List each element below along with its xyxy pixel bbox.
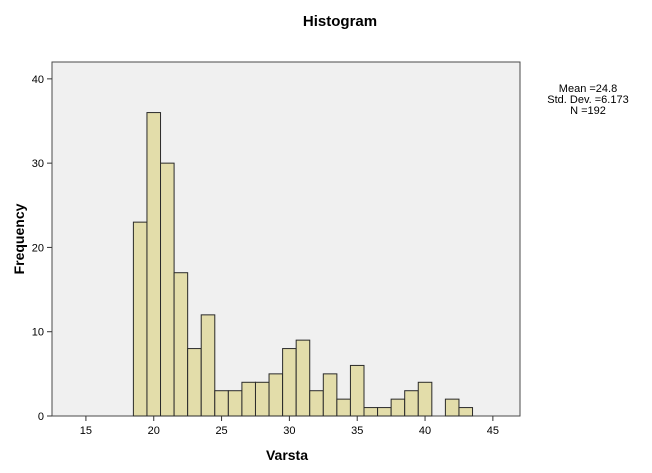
histogram-bar <box>282 348 297 417</box>
histogram-bar <box>214 390 229 417</box>
histogram-bar <box>200 314 216 417</box>
histogram-bar <box>377 407 392 417</box>
y-tick-label: 40 <box>32 74 44 86</box>
stats-n: N =192 <box>570 105 606 117</box>
histogram-bar <box>444 398 460 417</box>
y-tick-label: 30 <box>32 158 44 170</box>
histogram-bar <box>254 381 270 417</box>
histogram-bar <box>363 407 379 417</box>
stats-box: Mean =24.8 Std. Dev. =6.173 N =192 <box>547 83 628 117</box>
stats-std-dev: Std. Dev. =6.173 <box>547 94 628 106</box>
y-tick-label: 10 <box>32 327 44 339</box>
y-axis-ticks: 0 10 20 30 40 <box>32 74 52 423</box>
histogram-bar <box>295 339 311 417</box>
x-axis-label: Varsta <box>266 447 308 463</box>
histogram-bar <box>268 373 284 417</box>
histogram-bar <box>309 390 324 417</box>
histogram-bar <box>160 162 175 417</box>
chart-title: Histogram <box>303 13 377 30</box>
histogram-bar <box>173 272 189 417</box>
histogram-bar <box>458 407 474 417</box>
x-tick-label: 35 <box>351 425 363 437</box>
histogram-bar <box>241 381 256 417</box>
histogram-bar <box>322 373 338 417</box>
histogram-bar <box>390 398 406 417</box>
y-tick-label: 0 <box>38 411 44 423</box>
histogram-bar <box>227 390 243 417</box>
bars-layer <box>132 112 474 417</box>
histogram-bar <box>336 398 351 417</box>
x-tick-label: 15 <box>80 425 92 437</box>
histogram-bar <box>404 390 419 417</box>
stats-mean: Mean =24.8 <box>559 83 617 95</box>
histogram-bar <box>349 364 365 417</box>
histogram-bar <box>417 381 433 417</box>
histogram-bar <box>187 348 202 417</box>
x-tick-label: 45 <box>487 425 499 437</box>
histogram-bar <box>132 221 148 417</box>
x-tick-label: 20 <box>148 425 160 437</box>
histogram-bar <box>146 112 162 417</box>
y-tick-label: 20 <box>32 242 44 254</box>
x-tick-label: 30 <box>283 425 295 437</box>
y-axis-label: Frequency <box>11 203 27 274</box>
x-tick-label: 40 <box>419 425 431 437</box>
x-axis-ticks: 15 20 25 30 35 40 45 <box>80 416 499 437</box>
x-tick-label: 25 <box>215 425 227 437</box>
